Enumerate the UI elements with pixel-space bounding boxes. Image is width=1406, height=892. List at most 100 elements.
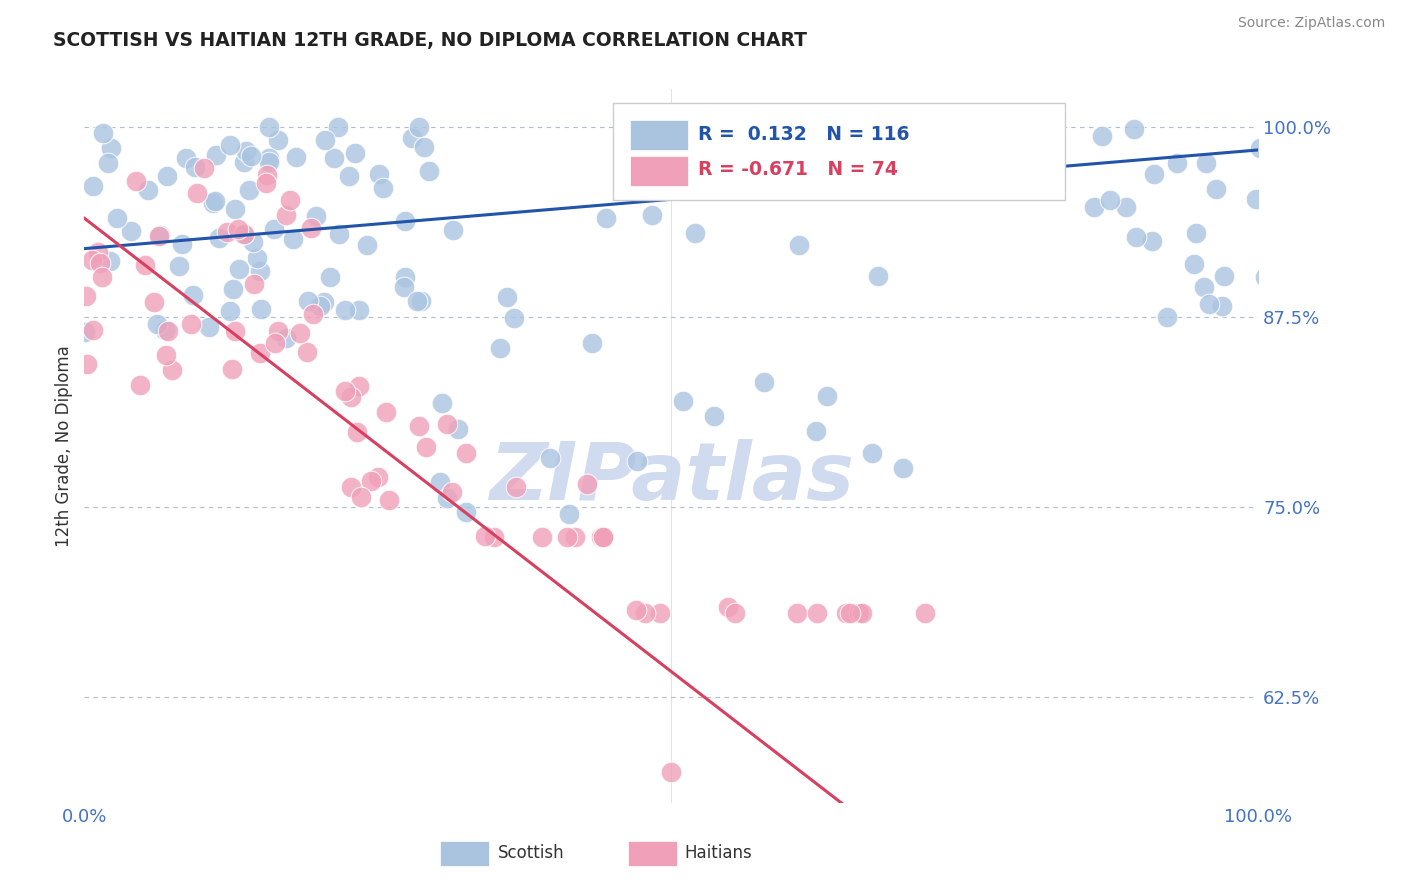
Point (309, 299, 332, 313)
Point (346, 425, 368, 439)
Point (891, 461, 914, 475)
Point (454, 446, 477, 460)
Point (1125, 229, 1147, 244)
Point (592, 530, 614, 544)
Point (295, 344, 318, 359)
Point (868, 268, 890, 283)
Point (838, 606, 860, 620)
Point (222, 282, 245, 296)
Point (446, 422, 468, 436)
Point (73, 325, 96, 339)
Point (1205, 182, 1227, 196)
Point (1254, 269, 1277, 284)
Point (219, 137, 242, 152)
Point (815, 388, 838, 402)
Point (350, 490, 373, 504)
Point (1244, 192, 1267, 206)
Point (89, 256, 111, 270)
Point (217, 225, 239, 239)
Point (374, 404, 396, 418)
Point (406, 294, 429, 309)
Point (394, 213, 416, 227)
Point (340, 390, 363, 404)
Point (564, 530, 586, 544)
Point (174, 152, 197, 166)
Point (1166, 156, 1188, 170)
Point (408, 418, 430, 433)
Point (328, 227, 350, 242)
Point (474, 529, 496, 543)
Point (326, 120, 349, 135)
Point (105, 211, 128, 226)
Point (848, 606, 870, 620)
Point (1083, 200, 1105, 214)
Point (312, 295, 335, 310)
Point (120, 224, 142, 238)
Point (429, 475, 451, 489)
Point (323, 151, 346, 165)
Point (347, 302, 370, 317)
Point (360, 475, 382, 489)
Point (204, 194, 226, 209)
Point (155, 348, 177, 362)
Point (430, 396, 453, 410)
Point (914, 606, 936, 620)
Y-axis label: 12th Grade, No Diploma: 12th Grade, No Diploma (55, 345, 73, 547)
Point (186, 186, 208, 200)
Point (367, 470, 389, 484)
Point (1212, 268, 1234, 283)
Point (786, 606, 808, 620)
Point (436, 491, 458, 505)
Point (249, 264, 271, 278)
Point (98, 254, 121, 268)
Point (157, 324, 180, 338)
Point (314, 133, 336, 147)
Point (170, 237, 193, 252)
Point (592, 530, 614, 544)
Point (318, 270, 340, 285)
Point (181, 287, 204, 301)
Point (595, 211, 617, 225)
Point (284, 150, 307, 164)
Point (672, 394, 695, 409)
Point (274, 331, 297, 345)
Point (297, 294, 319, 309)
Point (576, 477, 599, 491)
Point (278, 194, 301, 208)
Point (256, 176, 278, 190)
Point (207, 230, 229, 244)
Point (339, 480, 361, 494)
Point (418, 163, 440, 178)
Point (683, 226, 706, 240)
Point (274, 208, 297, 222)
Text: R = -0.671   N = 74: R = -0.671 N = 74 (699, 161, 898, 179)
Point (148, 227, 170, 242)
Point (401, 130, 423, 145)
Point (413, 140, 436, 154)
Point (281, 232, 304, 246)
Point (202, 196, 225, 211)
Point (488, 341, 510, 355)
Text: Source: ZipAtlas.com: Source: ZipAtlas.com (1237, 16, 1385, 30)
Point (1198, 297, 1220, 311)
Point (167, 259, 190, 273)
Point (505, 480, 527, 494)
Point (224, 202, 246, 216)
Point (626, 454, 648, 468)
Point (441, 485, 464, 500)
Point (228, 262, 250, 277)
Point (263, 222, 285, 236)
Point (1211, 299, 1233, 313)
Point (335, 302, 357, 317)
Point (650, 606, 672, 620)
Point (1249, 141, 1271, 155)
Point (238, 183, 260, 197)
Point (1182, 257, 1205, 271)
Point (204, 147, 226, 161)
Point (82, 179, 104, 194)
Point (717, 600, 740, 615)
Point (752, 376, 775, 390)
Point (337, 169, 360, 184)
Point (804, 424, 827, 438)
Point (124, 174, 146, 188)
